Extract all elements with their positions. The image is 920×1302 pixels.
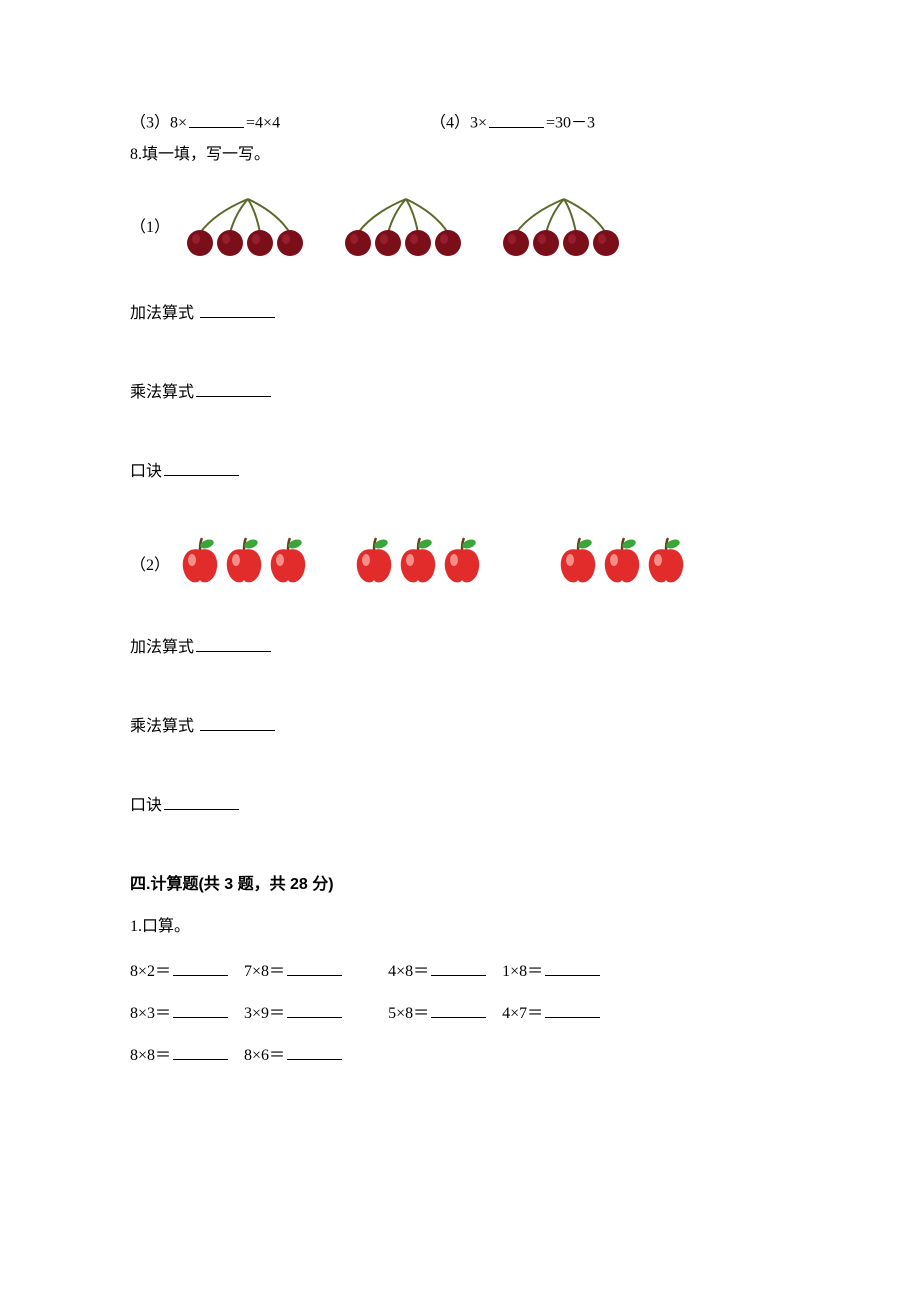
q3-text-b: =4×4 <box>246 115 280 132</box>
apple-icon <box>178 536 222 586</box>
add-blank-2[interactable] <box>196 634 271 652</box>
add-label-2: 加法算式 <box>130 639 194 656</box>
kj-blank-1[interactable] <box>164 458 239 476</box>
mul-line-1: 乘法算式 <box>130 378 790 402</box>
apple-icon <box>556 536 600 586</box>
calc-row-1: 8×2＝ 7×8＝ 4×8＝ 1×8＝ <box>130 957 790 981</box>
apple-icon <box>600 536 644 586</box>
add-label-1: 加法算式 <box>130 305 194 322</box>
q4: （4）3× =30－3 <box>430 110 595 136</box>
r2d: 4×7＝ <box>502 999 543 1023</box>
r2a: 8×3＝ <box>130 999 171 1023</box>
kj-label-1: 口诀 <box>130 463 162 480</box>
r3a-blank[interactable] <box>173 1043 228 1061</box>
calc-title: 1.口算。 <box>130 914 790 940</box>
q3-blank[interactable] <box>189 110 244 128</box>
r1d-blank[interactable] <box>545 959 600 977</box>
apple-group <box>556 536 688 591</box>
cherry-group <box>178 193 318 257</box>
r1c: 4×8＝ <box>388 957 429 981</box>
cherry-row: （1） <box>130 193 790 257</box>
add-line-1: 加法算式 <box>130 299 790 323</box>
r2a-blank[interactable] <box>173 1001 228 1019</box>
kj-label-2: 口诀 <box>130 797 162 814</box>
cherry-group <box>336 193 476 257</box>
r2b: 3×9＝ <box>244 999 285 1023</box>
r2b-blank[interactable] <box>287 1001 342 1019</box>
kj-line-1: 口诀 <box>130 457 790 481</box>
q8-title: 8.填一填，写一写。 <box>130 142 790 168</box>
r1a: 8×2＝ <box>130 957 171 981</box>
apple-group <box>352 536 484 591</box>
apple-icon <box>266 536 310 586</box>
section-4-heading: 四.计算题(共 3 题，共 28 分) <box>130 870 790 894</box>
cherry-groups <box>178 193 652 257</box>
q4-text-b: =30－3 <box>546 115 595 132</box>
kj-line-2: 口诀 <box>130 791 790 815</box>
q4-text-a: （4）3× <box>430 115 487 132</box>
cherry-group-icon <box>178 193 318 257</box>
sub1-label: （1） <box>130 213 170 237</box>
mul-blank-1[interactable] <box>196 379 271 397</box>
apple-icon <box>222 536 266 586</box>
add-blank-1[interactable] <box>200 300 275 318</box>
add-line-2: 加法算式 <box>130 633 790 657</box>
r2d-blank[interactable] <box>545 1001 600 1019</box>
r1b: 7×8＝ <box>244 957 285 981</box>
apple-group <box>178 536 310 591</box>
r3b: 8×6＝ <box>244 1041 285 1065</box>
q4-blank[interactable] <box>489 110 544 128</box>
calc-row-2: 8×3＝ 3×9＝ 5×8＝ 4×7＝ <box>130 999 790 1023</box>
apple-groups <box>178 536 688 591</box>
cherry-group-icon <box>336 193 476 257</box>
r1b-blank[interactable] <box>287 959 342 977</box>
kj-blank-2[interactable] <box>164 792 239 810</box>
apple-row: （2） <box>130 536 790 591</box>
apple-icon <box>352 536 396 586</box>
sub2-label: （2） <box>130 551 170 575</box>
q3-q4-row: （3）8× =4×4 （4）3× =30－3 <box>130 110 790 142</box>
apple-icon <box>644 536 688 586</box>
apple-icon <box>440 536 484 586</box>
r3b-blank[interactable] <box>287 1043 342 1061</box>
mul-blank-2[interactable] <box>200 713 275 731</box>
r2c: 5×8＝ <box>388 999 429 1023</box>
r2c-blank[interactable] <box>431 1001 486 1019</box>
r1a-blank[interactable] <box>173 959 228 977</box>
r1c-blank[interactable] <box>431 959 486 977</box>
calc-row-3: 8×8＝ 8×6＝ <box>130 1041 790 1065</box>
q3: （3）8× =4×4 <box>130 110 430 136</box>
mul-line-2: 乘法算式 <box>130 712 790 736</box>
apple-icon <box>396 536 440 586</box>
cherry-group <box>494 193 634 257</box>
mul-label-2: 乘法算式 <box>130 718 194 735</box>
r3a: 8×8＝ <box>130 1041 171 1065</box>
cherry-group-icon <box>494 193 634 257</box>
mul-label-1: 乘法算式 <box>130 384 194 401</box>
q3-text-a: （3）8× <box>130 115 187 132</box>
r1d: 1×8＝ <box>502 957 543 981</box>
